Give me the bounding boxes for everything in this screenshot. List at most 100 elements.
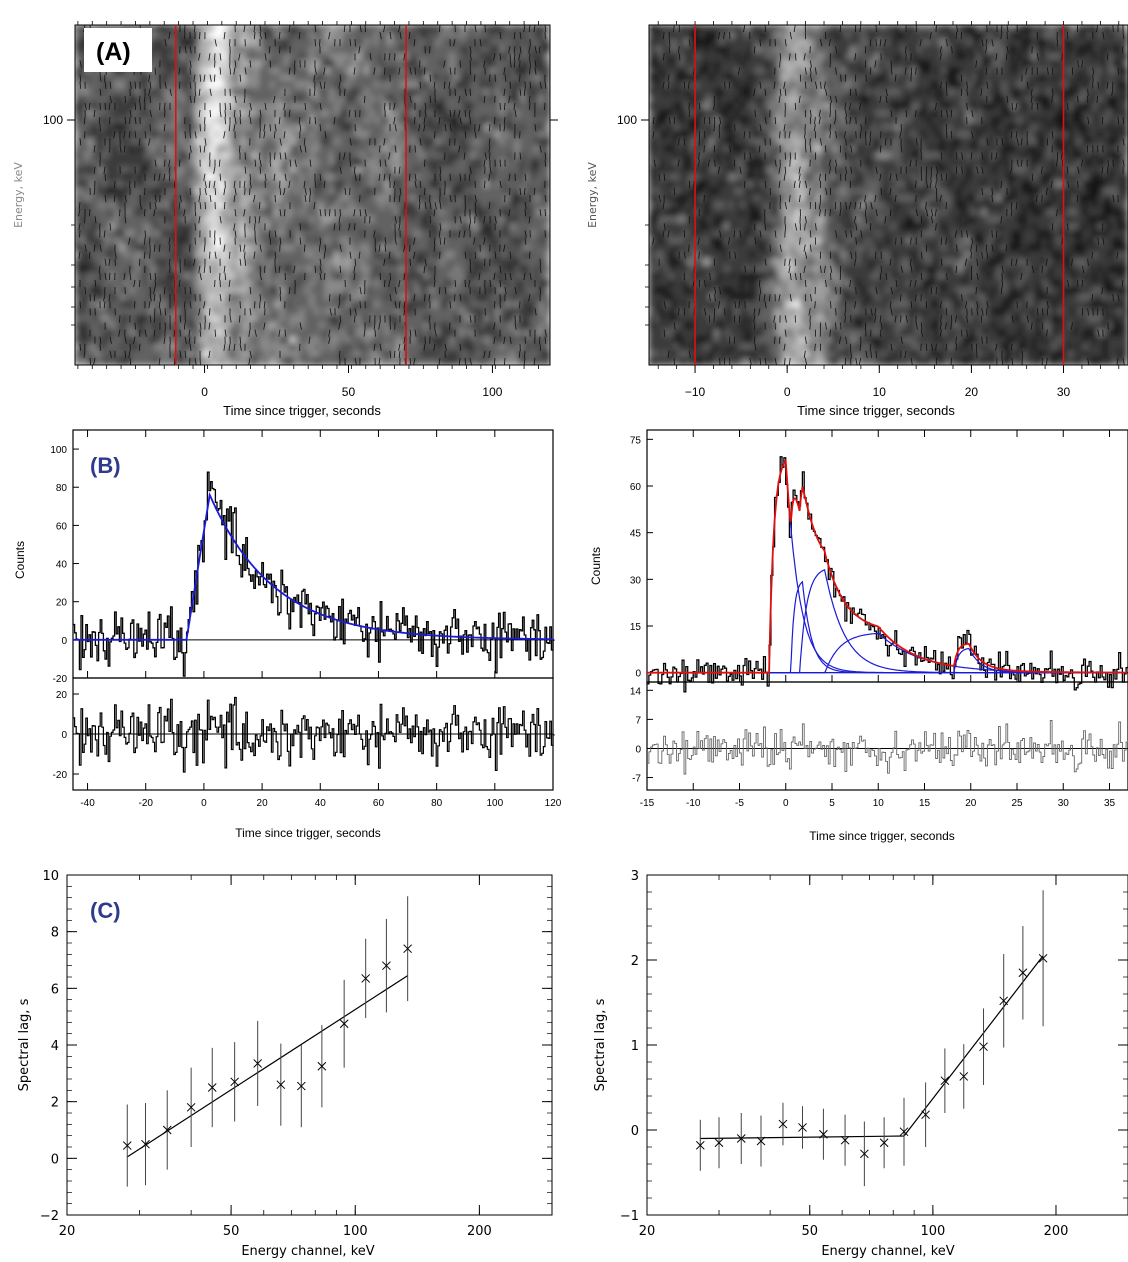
heatmap-cell <box>284 222 291 231</box>
heatmap-cell <box>334 38 341 47</box>
heatmap-cell <box>214 88 221 97</box>
heatmap-cell <box>374 307 381 316</box>
heatmap-cell <box>259 109 266 118</box>
heatmap-cell <box>229 265 236 274</box>
heatmap-cell <box>349 159 356 168</box>
heatmap-cell <box>399 300 406 309</box>
heatmap-cell <box>399 343 406 352</box>
heatmap-cell <box>419 152 426 161</box>
contour-lines <box>78 25 547 365</box>
heatmap-cell <box>204 237 211 246</box>
heatmap-cell <box>509 286 516 295</box>
heatmap-cell <box>274 258 281 267</box>
heatmap-cell <box>539 109 546 118</box>
heatmap-cell <box>224 38 231 47</box>
heatmap-cell <box>374 194 381 203</box>
heatmap-cell <box>89 343 96 352</box>
heatmap-cell <box>149 137 156 146</box>
heatmap-cell <box>444 322 451 331</box>
heatmap-cell <box>124 272 131 281</box>
heatmap-cell <box>309 123 316 132</box>
heatmap-cell <box>339 251 346 260</box>
heatmap-cell <box>299 95 306 104</box>
heatmap-cell <box>434 166 441 175</box>
heatmap-cell <box>329 88 336 97</box>
heatmap-cell <box>349 81 356 90</box>
heatmap-cell <box>184 116 191 125</box>
heatmap-cell <box>154 201 161 210</box>
heatmap-cell <box>269 109 276 118</box>
heatmap-cell <box>534 244 541 253</box>
heatmap-cell <box>209 251 216 260</box>
heatmap-cell <box>369 130 376 139</box>
heatmap-cell <box>529 237 536 246</box>
heatmap-cell <box>75 201 81 210</box>
heatmap-cell <box>244 102 251 111</box>
heatmap-cell <box>79 357 86 365</box>
heatmap-cell <box>479 251 486 260</box>
heatmap-cell <box>489 173 496 182</box>
contour-segment <box>418 124 421 132</box>
heatmap-cell <box>254 343 261 352</box>
heatmap-cell <box>419 109 426 118</box>
heatmap-cell <box>79 152 86 161</box>
heatmap-cell <box>259 350 266 359</box>
heatmap-cell <box>529 329 536 338</box>
heatmap-cell <box>379 244 386 253</box>
heatmap-cell <box>529 137 536 146</box>
heatmap-cell <box>504 322 511 331</box>
heatmap-cell <box>424 244 431 253</box>
heatmap-cell <box>419 45 426 54</box>
heatmap-cell <box>539 159 546 168</box>
heatmap-cell <box>474 180 481 189</box>
heatmap-cell <box>79 74 86 83</box>
heatmap-cell <box>79 201 86 210</box>
heatmap-cell <box>349 187 356 196</box>
heatmap-cell <box>169 357 176 365</box>
heatmap-cell <box>534 123 541 132</box>
heatmap-cell <box>254 251 261 260</box>
heatmap-cell <box>129 229 136 238</box>
heatmap-cell <box>439 286 446 295</box>
heatmap-cell <box>419 314 426 323</box>
heatmap-cell <box>144 329 151 338</box>
contour-segment <box>314 67 317 75</box>
heatmap-cell <box>119 166 126 175</box>
heatmap-cell <box>199 272 206 281</box>
heatmap-cell <box>299 152 306 161</box>
heatmap-cell <box>129 116 136 125</box>
heatmap-cell <box>209 307 216 316</box>
heatmap-cell <box>449 180 456 189</box>
heatmap-cell <box>494 258 501 267</box>
heatmap-cell <box>129 258 136 267</box>
heatmap-cell <box>289 258 296 267</box>
heatmap-cell <box>349 343 356 352</box>
heatmap-cell <box>189 314 196 323</box>
heatmap-cell <box>144 187 151 196</box>
heatmap-cell <box>239 152 246 161</box>
heatmap-cell <box>324 237 331 246</box>
heatmap-cell <box>119 322 126 331</box>
heatmap-cell <box>134 314 141 323</box>
heatmap-cell <box>349 201 356 210</box>
heatmap-cell <box>119 222 126 231</box>
heatmap-cell <box>339 307 346 316</box>
heatmap-cell <box>534 201 541 210</box>
heatmap-cell <box>479 102 486 111</box>
heatmap-cell <box>184 52 191 61</box>
heatmap-cell <box>269 244 276 253</box>
heatmap-cell <box>224 322 231 331</box>
heatmap-cell <box>344 173 351 182</box>
heatmap-cell <box>214 130 221 139</box>
contour-segment <box>248 109 251 118</box>
heatmap-cell <box>304 194 311 203</box>
heatmap-cell <box>434 187 441 196</box>
contour-segment <box>134 131 137 139</box>
heatmap-cell <box>474 357 481 365</box>
heatmap-cell <box>179 350 186 359</box>
heatmap-cell <box>75 152 81 161</box>
heatmap-cell <box>129 300 136 309</box>
heatmap-cell <box>384 215 391 224</box>
heatmap-cell <box>494 152 501 161</box>
heatmap-cell <box>389 194 396 203</box>
